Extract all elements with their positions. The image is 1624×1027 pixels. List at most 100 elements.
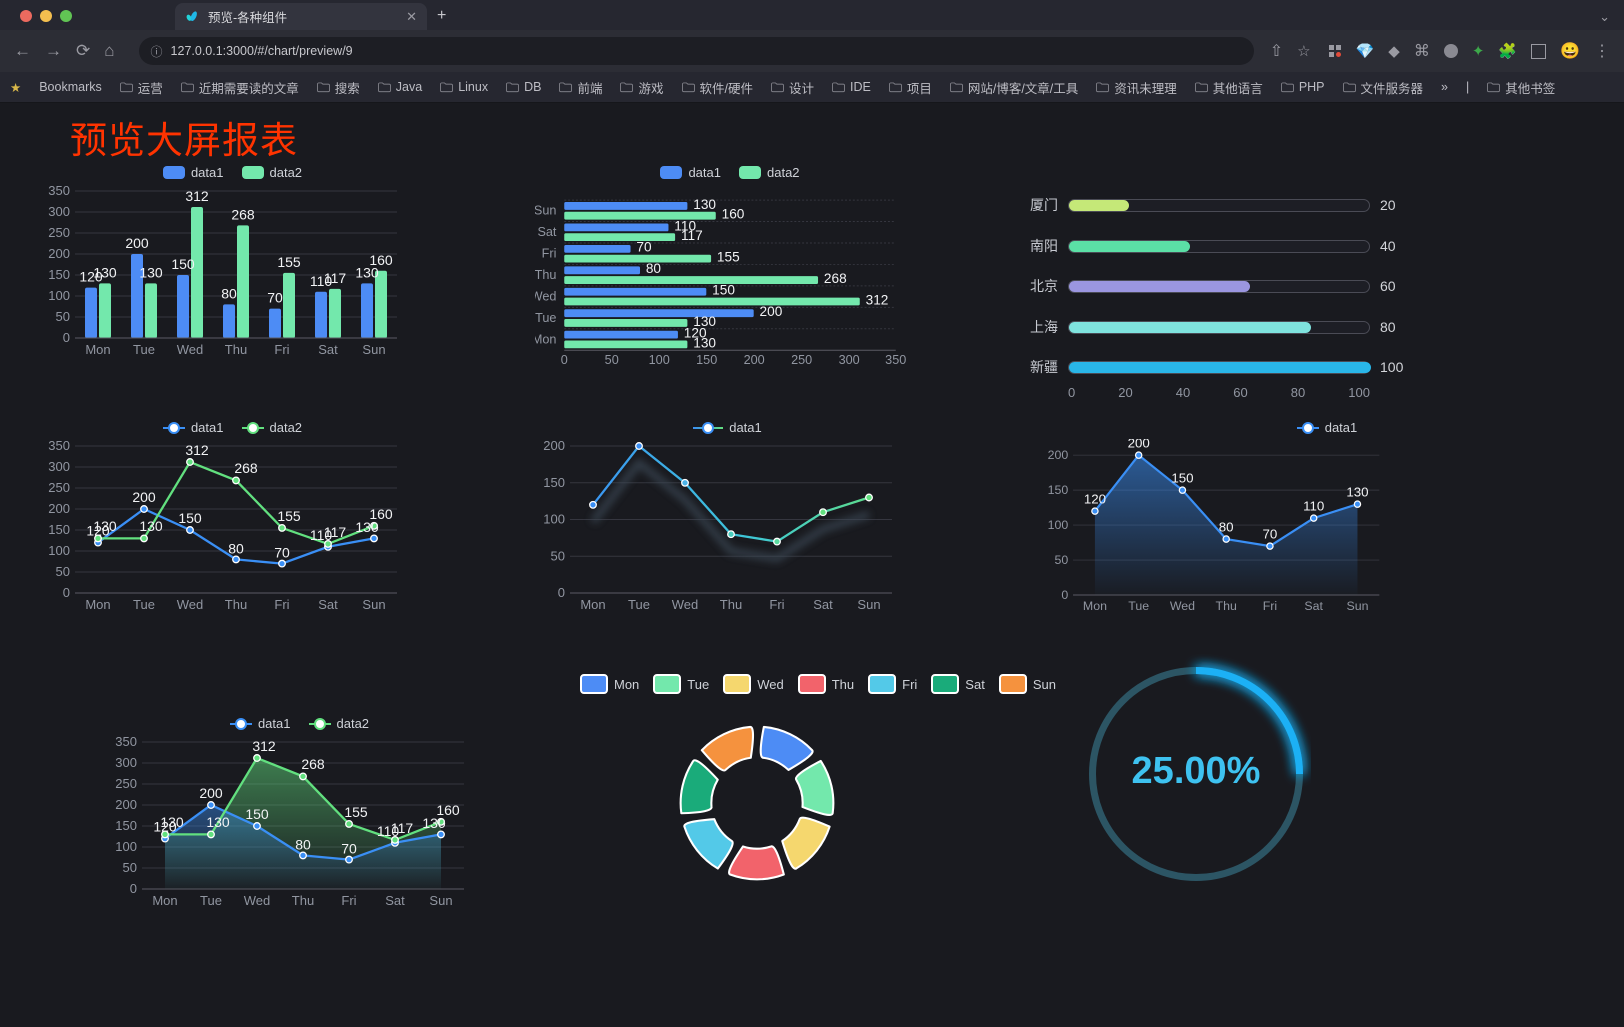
svg-text:70: 70 <box>274 545 290 561</box>
svg-text:50: 50 <box>123 860 137 875</box>
svg-text:Tue: Tue <box>133 342 155 357</box>
svg-text:268: 268 <box>301 756 325 772</box>
svg-text:200: 200 <box>1128 439 1150 451</box>
svg-text:200: 200 <box>132 489 156 505</box>
svg-text:Fri: Fri <box>341 893 356 908</box>
svg-text:Mon: Mon <box>580 597 605 612</box>
svg-text:50: 50 <box>56 564 70 579</box>
svg-text:160: 160 <box>436 802 460 818</box>
svg-text:Thu: Thu <box>225 597 247 612</box>
svg-text:80: 80 <box>1219 519 1234 534</box>
svg-text:50: 50 <box>551 548 565 563</box>
svg-text:117: 117 <box>391 820 414 836</box>
svg-text:130: 130 <box>93 518 117 534</box>
svg-text:155: 155 <box>277 254 301 270</box>
svg-text:300: 300 <box>48 204 70 219</box>
svg-text:Wed: Wed <box>1170 599 1195 613</box>
svg-text:Tue: Tue <box>1128 599 1149 613</box>
svg-text:0: 0 <box>558 585 565 600</box>
svg-text:130: 130 <box>206 814 230 830</box>
svg-text:150: 150 <box>712 283 735 298</box>
svg-text:150: 150 <box>245 806 269 822</box>
svg-text:300: 300 <box>48 459 70 474</box>
svg-text:155: 155 <box>277 508 301 524</box>
svg-text:350: 350 <box>115 735 137 749</box>
svg-text:250: 250 <box>48 480 70 495</box>
svg-text:200: 200 <box>199 785 223 801</box>
svg-text:268: 268 <box>234 460 258 476</box>
svg-text:312: 312 <box>866 292 889 307</box>
svg-text:Sun: Sun <box>429 893 452 908</box>
svg-text:Sun: Sun <box>362 597 385 612</box>
svg-text:100: 100 <box>115 839 137 854</box>
svg-text:300: 300 <box>115 755 137 770</box>
svg-text:350: 350 <box>885 353 906 367</box>
svg-text:0: 0 <box>63 330 70 345</box>
svg-text:130: 130 <box>93 264 117 280</box>
svg-text:0: 0 <box>130 881 137 896</box>
svg-text:350: 350 <box>48 184 70 198</box>
svg-text:Sat: Sat <box>813 597 833 612</box>
svg-text:117: 117 <box>681 228 703 243</box>
svg-text:Sun: Sun <box>1346 599 1368 613</box>
svg-text:150: 150 <box>1171 471 1193 486</box>
svg-text:130: 130 <box>160 814 184 830</box>
svg-text:Fri: Fri <box>769 597 784 612</box>
svg-text:130: 130 <box>693 197 716 212</box>
svg-text:Thu: Thu <box>720 597 742 612</box>
svg-text:70: 70 <box>267 290 283 306</box>
svg-text:250: 250 <box>48 225 70 240</box>
svg-text:50: 50 <box>56 309 70 324</box>
svg-text:Sun: Sun <box>535 204 556 218</box>
svg-text:50: 50 <box>605 353 619 367</box>
svg-text:Sun: Sun <box>857 597 880 612</box>
svg-text:312: 312 <box>185 442 209 458</box>
svg-text:100: 100 <box>649 353 670 367</box>
svg-text:268: 268 <box>824 271 847 286</box>
svg-text:Fri: Fri <box>542 247 557 261</box>
svg-text:200: 200 <box>760 304 783 319</box>
svg-text:150: 150 <box>115 818 137 833</box>
svg-text:117: 117 <box>324 524 347 540</box>
svg-text:Mon: Mon <box>85 597 110 612</box>
svg-text:Fri: Fri <box>274 597 289 612</box>
svg-text:160: 160 <box>369 506 393 522</box>
svg-text:Mon: Mon <box>1083 599 1107 613</box>
svg-text:Mon: Mon <box>535 332 556 346</box>
svg-text:80: 80 <box>646 261 662 276</box>
svg-text:Thu: Thu <box>535 268 556 282</box>
svg-text:0: 0 <box>63 585 70 600</box>
svg-text:200: 200 <box>125 235 149 251</box>
svg-text:Wed: Wed <box>244 893 271 908</box>
svg-text:250: 250 <box>791 353 812 367</box>
svg-text:80: 80 <box>295 836 311 852</box>
svg-text:150: 150 <box>543 475 565 490</box>
svg-text:200: 200 <box>1048 448 1069 462</box>
svg-text:80: 80 <box>221 285 237 301</box>
svg-text:Wed: Wed <box>177 597 204 612</box>
svg-text:Tue: Tue <box>133 597 155 612</box>
svg-text:Tue: Tue <box>535 311 556 325</box>
svg-text:Thu: Thu <box>225 342 247 357</box>
svg-text:120: 120 <box>1084 491 1106 506</box>
svg-text:50: 50 <box>1055 553 1069 567</box>
svg-text:Tue: Tue <box>628 597 650 612</box>
svg-text:Sat: Sat <box>385 893 405 908</box>
svg-text:0: 0 <box>1061 588 1068 602</box>
svg-text:350: 350 <box>48 439 70 453</box>
svg-text:100: 100 <box>48 543 70 558</box>
svg-text:117: 117 <box>324 270 347 286</box>
svg-text:160: 160 <box>722 207 745 222</box>
svg-text:300: 300 <box>839 353 860 367</box>
svg-text:Wed: Wed <box>672 597 699 612</box>
svg-text:Thu: Thu <box>1216 599 1237 613</box>
svg-text:Tue: Tue <box>200 893 222 908</box>
svg-text:0: 0 <box>561 353 568 367</box>
svg-text:80: 80 <box>228 540 244 556</box>
svg-text:160: 160 <box>369 252 393 268</box>
svg-text:Fri: Fri <box>1263 599 1277 613</box>
svg-text:150: 150 <box>178 510 202 526</box>
svg-text:100: 100 <box>1048 518 1069 532</box>
svg-text:200: 200 <box>115 797 137 812</box>
svg-text:130: 130 <box>139 518 163 534</box>
